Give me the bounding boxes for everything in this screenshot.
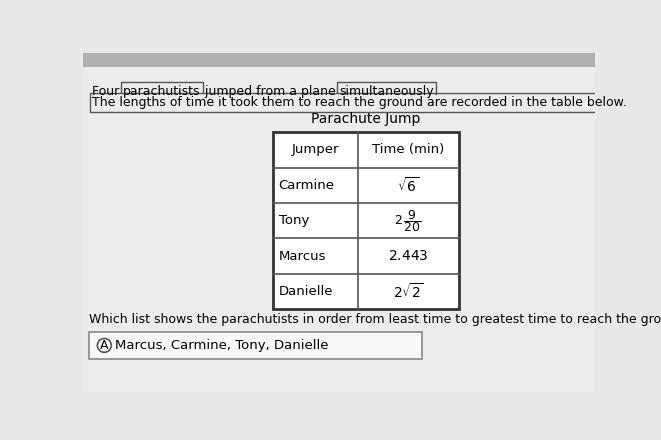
Text: Four: Four	[92, 85, 123, 98]
Bar	[89, 332, 422, 359]
Bar	[121, 82, 203, 101]
Text: $\sqrt{6}$: $\sqrt{6}$	[397, 176, 419, 194]
Text: Marcus: Marcus	[279, 249, 326, 263]
Bar	[272, 132, 459, 309]
Text: simultaneously: simultaneously	[340, 85, 434, 98]
Circle shape	[97, 338, 111, 352]
Text: $2.443$: $2.443$	[388, 249, 428, 263]
Bar	[83, 53, 595, 66]
Text: Parachute Jump: Parachute Jump	[311, 112, 420, 126]
Bar	[337, 82, 436, 101]
Text: The lengths of time it took them to reach the ground are recorded in the table b: The lengths of time it took them to reac…	[92, 96, 627, 110]
Text: Jumper: Jumper	[292, 143, 339, 156]
Text: .: .	[434, 85, 438, 98]
Text: Which list shows the parachutists in order from least time to greatest time to r: Which list shows the parachutists in ord…	[89, 313, 661, 326]
Text: Marcus, Carmine, Tony, Danielle: Marcus, Carmine, Tony, Danielle	[115, 339, 329, 352]
Text: jumped from a plane: jumped from a plane	[201, 85, 340, 98]
Text: $2\sqrt{2}$: $2\sqrt{2}$	[393, 282, 424, 301]
Text: $2\,\dfrac{9}{20}$: $2\,\dfrac{9}{20}$	[394, 208, 422, 234]
Text: Time (min): Time (min)	[372, 143, 444, 156]
Bar	[90, 93, 629, 113]
Text: Tony: Tony	[279, 214, 309, 227]
Text: Danielle: Danielle	[279, 285, 333, 298]
Text: Carmine: Carmine	[279, 179, 334, 192]
Text: parachutists: parachutists	[123, 85, 201, 98]
Text: A: A	[100, 339, 108, 352]
